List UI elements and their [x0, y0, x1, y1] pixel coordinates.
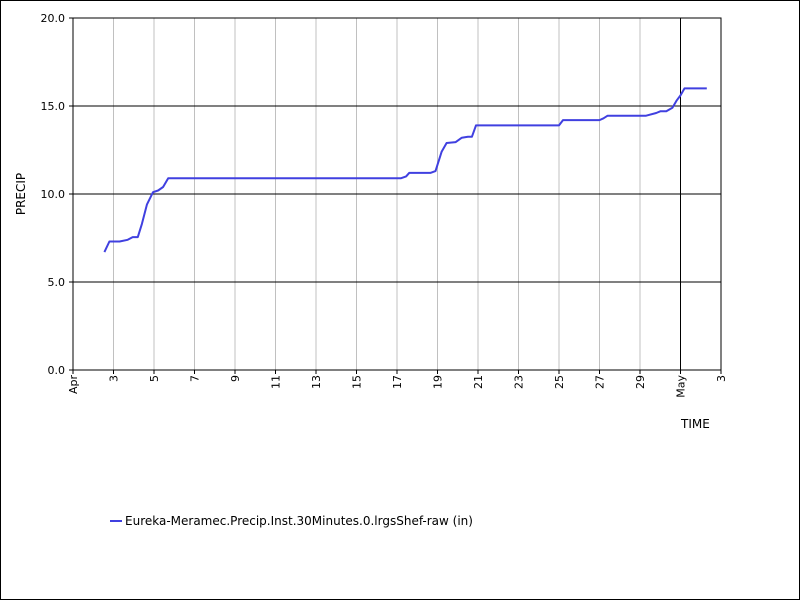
- y-axis-label: PRECIP: [14, 173, 28, 215]
- y-tick-label: 20.0: [41, 12, 66, 25]
- x-tick-label: 15: [351, 375, 364, 389]
- horizontal-gridlines: [73, 105, 721, 283]
- x-tick-label: 9: [229, 375, 242, 382]
- x-tick-label: 17: [391, 375, 404, 389]
- y-tick-label: 0.0: [48, 364, 66, 377]
- series-line: [103, 87, 707, 253]
- x-tick-label: 21: [472, 375, 485, 389]
- x-tick-label: 27: [594, 375, 607, 389]
- x-tick-label: 19: [432, 375, 445, 389]
- x-tick-label: 7: [189, 375, 202, 382]
- x-tick-label: 5: [148, 375, 161, 382]
- x-tick-label: 25: [553, 375, 566, 389]
- y-tick-label: 15.0: [41, 100, 66, 113]
- x-tick-label: 13: [310, 375, 323, 389]
- legend-entry: Eureka-Meramec.Precip.Inst.30Minutes.0.l…: [125, 514, 473, 528]
- x-axis-label: TIME: [680, 417, 710, 431]
- x-tick-label: May: [675, 375, 688, 398]
- legend-swatch: [110, 520, 122, 522]
- y-axis-ticks: 0.0 5.0 10.0 15.0 20.0: [41, 12, 73, 377]
- y-tick-label: 10.0: [41, 188, 66, 201]
- x-tick-label: 23: [513, 375, 526, 389]
- legend: Eureka-Meramec.Precip.Inst.30Minutes.0.l…: [110, 514, 473, 528]
- y-tick-label: 5.0: [48, 276, 66, 289]
- x-tick-label: 11: [270, 375, 283, 389]
- x-tick-label: 3: [715, 375, 728, 382]
- x-tick-label: Apr: [67, 375, 80, 395]
- series-lines: [103, 87, 707, 253]
- x-tick-label: 29: [634, 375, 647, 389]
- x-tick-label: 3: [108, 375, 121, 382]
- x-axis-ticks: Apr 3 5 7 9 11 13 15 17 19 21 23 25 27 29 May 3: [67, 370, 728, 398]
